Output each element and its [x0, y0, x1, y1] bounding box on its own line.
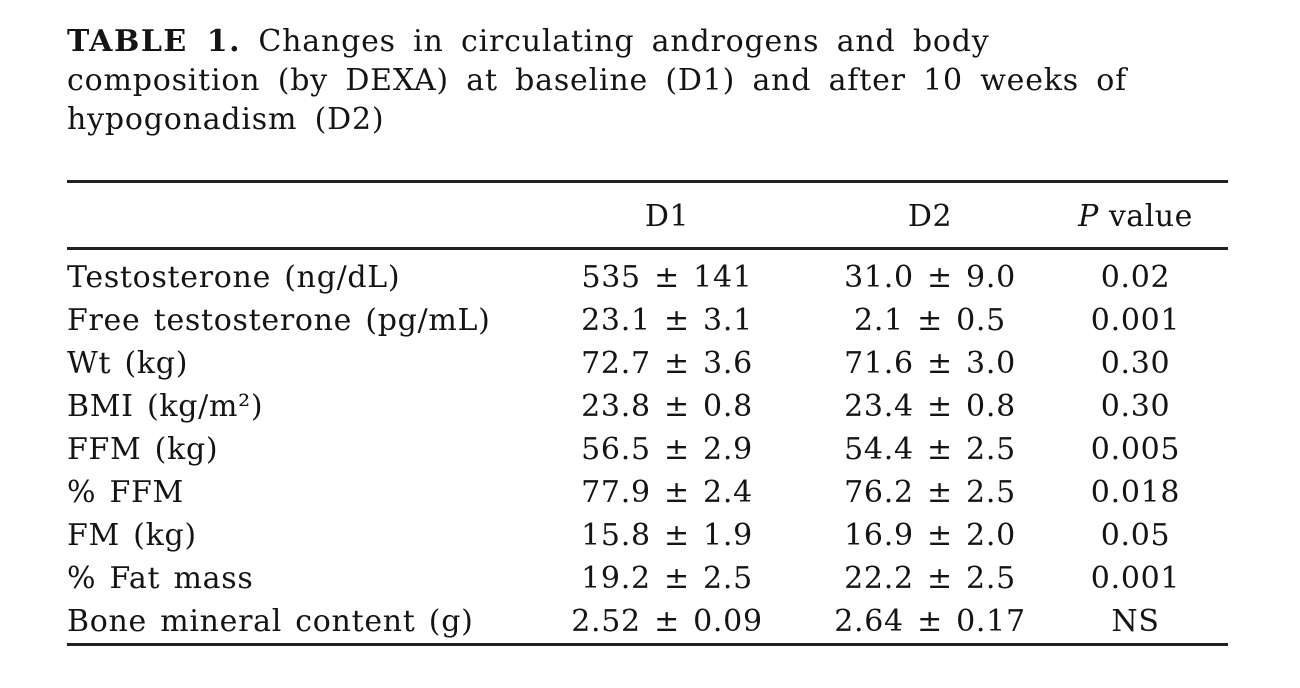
d1-value: 535 ± 141 [581, 260, 753, 295]
d1-value: 72.7 ± 3.6 [581, 346, 753, 381]
d2-value: 2.1 ± 0.5 [854, 303, 1006, 338]
d2-value: 54.4 ± 2.5 [844, 432, 1016, 467]
d2-value: 23.4 ± 0.8 [844, 389, 1016, 424]
p-value-italic-p: P [1078, 198, 1099, 234]
d2-value: 31.0 ± 9.0 [844, 260, 1016, 295]
d1-value: 15.8 ± 1.9 [581, 518, 753, 553]
d2-value: 16.9 ± 2.0 [844, 518, 1016, 553]
row-label: FFM (kg) [67, 432, 219, 467]
table-row: FM (kg) 15.8 ± 1.9 16.9 ± 2.0 0.05 [67, 514, 1228, 557]
row-label: % FFM [67, 475, 184, 510]
d1-value: 2.52 ± 0.09 [571, 604, 763, 639]
table-caption-line1: Changes in circulating androgens and bod… [258, 24, 990, 59]
androgens-body-composition-table: D1 D2 P value Testosterone (ng/dL) 535 ±… [67, 180, 1228, 646]
p-value: 0.001 [1090, 303, 1181, 338]
table-caption-line3: hypogonadism (D2) [67, 102, 385, 137]
d2-value: 71.6 ± 3.0 [844, 346, 1016, 381]
row-label: Bone mineral content (g) [67, 604, 474, 639]
d2-value: 2.64 ± 0.17 [834, 604, 1026, 639]
table-caption: TABLE 1. Changes in circulating androgen… [67, 22, 1230, 139]
p-value: 0.30 [1100, 346, 1171, 381]
header-row: D1 D2 P value [67, 181, 1228, 250]
table-caption-line2: composition (by DEXA) at baseline (D1) a… [67, 63, 1128, 98]
table-row: BMI (kg/m²) 23.8 ± 0.8 23.4 ± 0.8 0.30 [67, 385, 1228, 428]
p-value: 0.018 [1090, 475, 1181, 510]
table-row: % FFM 77.9 ± 2.4 76.2 ± 2.5 0.018 [67, 471, 1228, 514]
table-row: % Fat mass 19.2 ± 2.5 22.2 ± 2.5 0.001 [67, 557, 1228, 600]
p-value: NS [1111, 604, 1160, 639]
table-row: Bone mineral content (g) 2.52 ± 0.09 2.6… [67, 600, 1228, 645]
p-value: 0.02 [1100, 260, 1171, 295]
column-header-metric [67, 181, 517, 250]
column-header-p-value: P value [1043, 181, 1228, 250]
table-row: Wt (kg) 72.7 ± 3.6 71.6 ± 3.0 0.30 [67, 342, 1228, 385]
row-label: FM (kg) [67, 518, 197, 553]
row-label: Free testosterone (pg/mL) [67, 303, 491, 338]
column-header-d2: D2 [817, 181, 1043, 250]
p-value: 0.05 [1100, 518, 1171, 553]
d1-value: 19.2 ± 2.5 [581, 561, 753, 596]
p-value: 0.005 [1090, 432, 1181, 467]
table-row: Free testosterone (pg/mL) 23.1 ± 3.1 2.1… [67, 299, 1228, 342]
d2-value: 76.2 ± 2.5 [844, 475, 1016, 510]
row-label: BMI (kg/m²) [67, 389, 264, 424]
row-label: Wt (kg) [67, 346, 189, 381]
p-value-rest: value [1108, 198, 1193, 234]
table-row: FFM (kg) 56.5 ± 2.9 54.4 ± 2.5 0.005 [67, 428, 1228, 471]
table-caption-label: TABLE 1. [67, 24, 242, 59]
row-label: Testosterone (ng/dL) [67, 260, 401, 295]
d1-value: 23.8 ± 0.8 [581, 389, 753, 424]
p-value: 0.001 [1090, 561, 1181, 596]
d1-value: 77.9 ± 2.4 [581, 475, 753, 510]
p-value: 0.30 [1100, 389, 1171, 424]
table-row: Testosterone (ng/dL) 535 ± 141 31.0 ± 9.… [67, 249, 1228, 300]
d1-value: 56.5 ± 2.9 [581, 432, 753, 467]
d2-value: 22.2 ± 2.5 [844, 561, 1016, 596]
d1-value: 23.1 ± 3.1 [581, 303, 753, 338]
row-label: % Fat mass [67, 561, 254, 596]
column-header-d1: D1 [517, 181, 817, 250]
